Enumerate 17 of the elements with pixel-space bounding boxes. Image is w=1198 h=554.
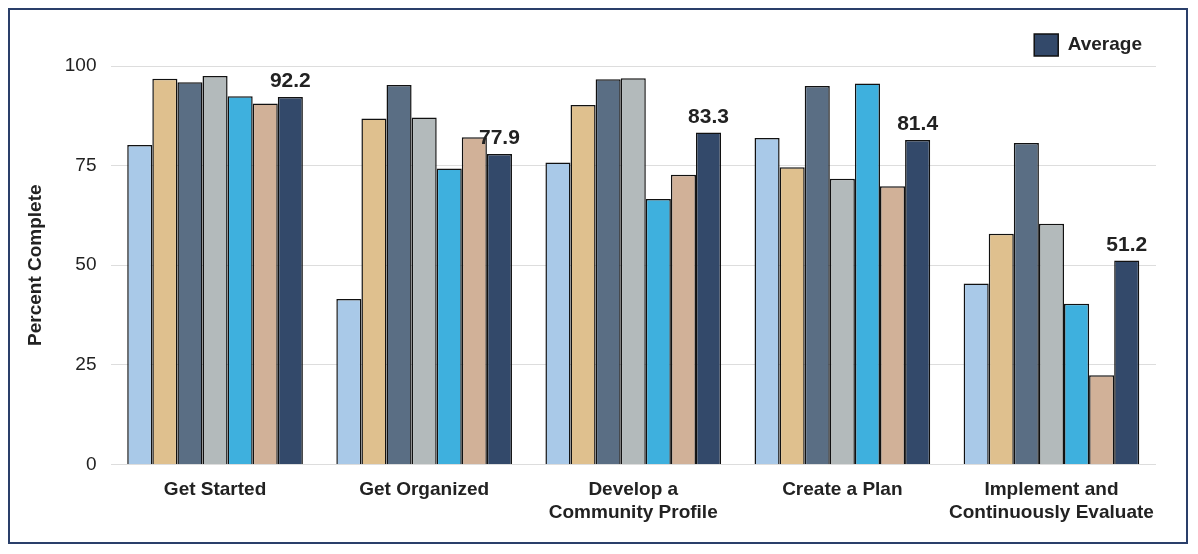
x-tick-label: Create a Plan: [782, 478, 903, 500]
data-label: 81.4: [897, 111, 939, 135]
x-tick-label: Develop a Community Profile: [548, 478, 718, 522]
y-tick-label: 50: [75, 253, 97, 275]
y-tick-label: 75: [75, 153, 97, 175]
data-label: 83.3: [688, 103, 729, 127]
y-tick-label: 25: [75, 353, 97, 375]
data-label: 77.9: [478, 125, 520, 149]
y-tick-label: 100: [64, 54, 97, 76]
x-tick-label: Implement and Continuously Evaluate: [949, 478, 1154, 522]
data-label: 51.2: [1106, 231, 1148, 255]
data-label: 92.2: [269, 68, 311, 92]
y-tick-label: 0: [85, 452, 97, 474]
legend-label: Average: [1067, 33, 1143, 55]
x-tick-label: Get Started: [163, 478, 267, 500]
y-axis-title: Percent Complete: [23, 184, 45, 346]
x-tick-label: Get Organized: [359, 478, 490, 500]
